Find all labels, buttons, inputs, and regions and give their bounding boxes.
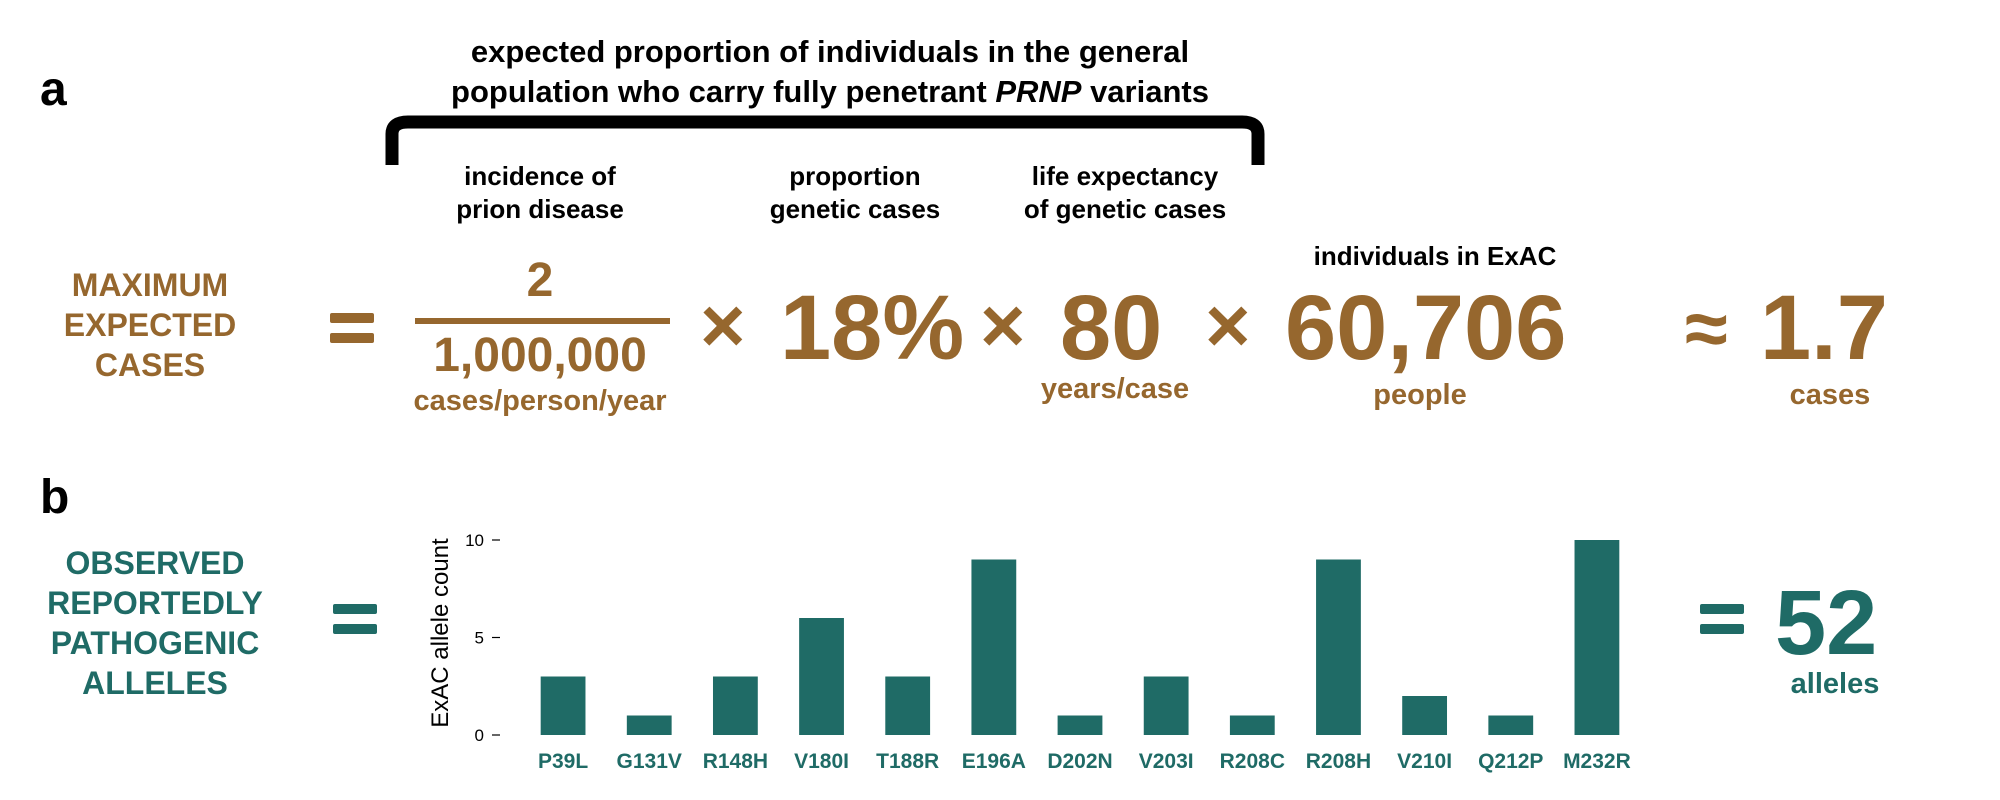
equals-sign-b2-top: [1700, 604, 1744, 614]
exac-label: individuals in ExAC: [1313, 241, 1557, 271]
lhs-a-line2: EXPECTED: [63, 307, 237, 343]
life-expectancy-unit: years/case: [1040, 373, 1190, 405]
bar-g131v: [626, 715, 672, 735]
x-tick-label: R148H: [703, 750, 768, 773]
approx-sign: ≈: [1685, 284, 1728, 372]
panel-b-letter: b: [40, 471, 70, 524]
bar-r208c: [1229, 715, 1275, 735]
times-sign-2: ×: [980, 281, 1026, 369]
x-tick-label: V210I: [1397, 750, 1452, 773]
individuals-value: 60,706: [1285, 277, 1567, 379]
incidence-label-line2: prion disease: [456, 194, 624, 224]
x-tick-label: V180I: [794, 750, 849, 773]
max-expected-cases-label: MAXIMUM EXPECTED CASES: [40, 265, 260, 385]
bar-r148h: [712, 676, 758, 735]
fraction-unit: cases/person/year: [413, 385, 667, 417]
bar-t188r: [885, 676, 931, 735]
times-sign-1: ×: [700, 281, 746, 369]
x-tick-label: V203I: [1139, 750, 1194, 773]
lhs-a-line3: CASES: [94, 347, 206, 383]
genetic-label: proportion genetic cases: [735, 160, 975, 226]
fraction-numerator: 2: [526, 254, 554, 307]
genetic-label-line1: proportion: [789, 161, 921, 191]
lhs-b-line1: OBSERVED: [65, 545, 245, 581]
life-label-line2: of genetic cases: [1023, 194, 1227, 224]
lhs-b-line4: ALLELES: [82, 665, 228, 701]
y-tick-label: 5: [475, 629, 484, 648]
allele-count-chart: ExAC allele count 0 5 10 P39L G131V R148H V18…: [427, 531, 1631, 773]
bar-d202n: [1057, 715, 1103, 735]
result-value-a: 1.7: [1760, 277, 1888, 379]
equals-sign-b2-bottom: [1700, 624, 1744, 634]
brace-title-line2-pre: population who carry fully penetrant: [451, 74, 996, 109]
result-unit-b: alleles: [1790, 668, 1880, 700]
bar-e196a: [971, 559, 1017, 735]
bar-v210i: [1402, 696, 1448, 735]
x-tick-label: G131V: [617, 750, 682, 773]
y-tick-label: 10: [465, 531, 484, 550]
brace-title-line2-post: variants: [1081, 74, 1209, 109]
life-expectancy-value: 80: [1060, 277, 1163, 379]
result-value-b: 52: [1775, 572, 1878, 674]
lhs-b-line3: PATHOGENIC: [50, 625, 260, 661]
lhs-b-line2: REPORTEDLY: [47, 585, 263, 621]
incidence-label: incidence of prion disease: [400, 160, 680, 226]
life-label-line1: life expectancy: [1031, 161, 1219, 191]
individuals-unit: people: [1373, 379, 1467, 411]
lhs-a-line1: MAXIMUM: [71, 267, 229, 303]
fraction-denominator: 1,000,000: [433, 329, 647, 382]
x-tick-label: E196A: [962, 750, 1026, 773]
brace-title-line2: population who carry fully penetrant PRN…: [330, 72, 1330, 112]
bar-r208h: [1316, 559, 1361, 735]
gene-name: PRNP: [995, 74, 1082, 109]
incidence-label-line1: incidence of: [464, 161, 616, 191]
proportion-value: 18%: [780, 277, 965, 379]
genetic-label-line2: genetic cases: [769, 194, 941, 224]
bar-q212p: [1488, 715, 1534, 735]
x-tick-label: M232R: [1563, 750, 1631, 773]
bars: [540, 540, 1620, 735]
x-tick-label: R208C: [1220, 750, 1285, 773]
bar-v180i: [799, 618, 844, 735]
x-tick-label: Q212P: [1478, 750, 1543, 773]
y-axis: 0 5 10: [465, 531, 500, 745]
x-tick-label: T188R: [876, 750, 939, 773]
bar-v203i: [1143, 676, 1189, 735]
fraction-bar: [415, 318, 670, 324]
x-tick-label: D202N: [1047, 750, 1112, 773]
x-tick-label: P39L: [538, 750, 588, 773]
bar-m232r: [1574, 540, 1620, 735]
y-tick-label: 0: [475, 726, 484, 745]
bar-p39l: [540, 676, 586, 735]
observed-alleles-label: OBSERVED REPORTEDLY PATHOGENIC ALLELES: [35, 543, 275, 703]
bracket: [385, 115, 1265, 165]
x-axis-labels: P39L G131V R148H V180I T188R E196A D202N V203I R…: [538, 750, 1631, 773]
y-axis-label: ExAC allele count: [427, 538, 454, 728]
x-tick-label: R208H: [1306, 750, 1371, 773]
life-label: life expectancy of genetic cases: [1000, 160, 1250, 226]
result-unit-a: cases: [1789, 379, 1871, 411]
brace-title-line1: expected proportion of individuals in th…: [470, 34, 1190, 69]
panel-a-letter: a: [40, 63, 67, 116]
times-sign-3: ×: [1205, 281, 1251, 369]
brace-title: expected proportion of individuals in th…: [330, 32, 1330, 112]
